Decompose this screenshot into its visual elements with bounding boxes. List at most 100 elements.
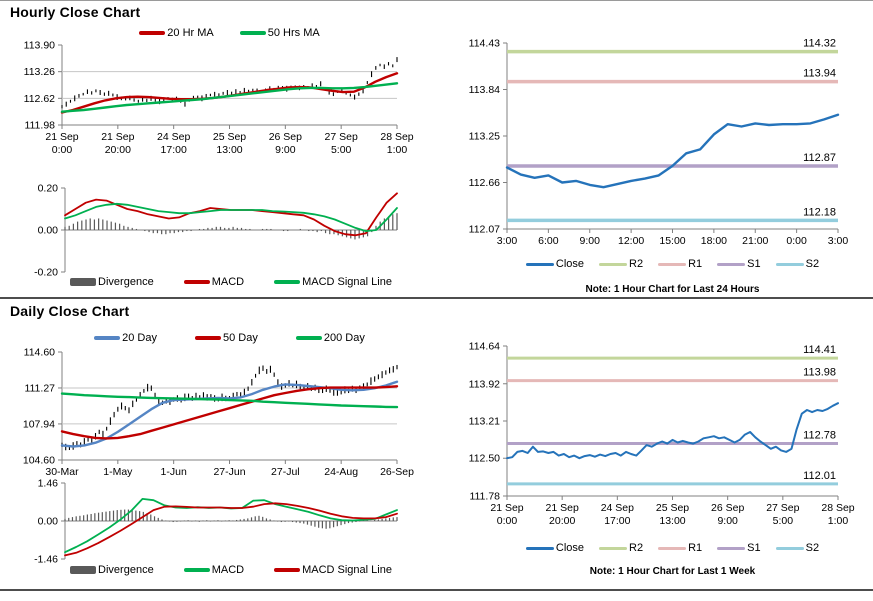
svg-text:17:00: 17:00 <box>604 515 630 527</box>
line-swatch-icon <box>525 546 554 550</box>
line-swatch-icon <box>274 280 301 284</box>
bar-swatch-icon <box>70 566 97 574</box>
hourly-pivot-legend: Close R2 R1 S1 S2 <box>507 257 838 271</box>
legend-item-50-hrs-ma: 50 Hrs MA <box>239 27 320 39</box>
line-swatch-icon <box>94 336 121 340</box>
legend-label: R1 <box>688 258 703 270</box>
svg-text:3:00: 3:00 <box>497 235 518 247</box>
legend-label: Close <box>555 258 585 270</box>
legend-label: 20 Day <box>122 332 157 344</box>
daily-macd-chart: 1.46 0.00 -1.46 <box>34 478 398 566</box>
svg-text:3:00: 3:00 <box>828 235 849 247</box>
line-swatch-icon <box>295 336 322 340</box>
line-swatch-icon <box>183 280 210 284</box>
svg-text:20:00: 20:00 <box>105 144 131 156</box>
line-swatch-icon <box>139 31 166 35</box>
svg-text:12:00: 12:00 <box>618 235 644 247</box>
line-swatch-icon <box>717 546 746 550</box>
legend-label: R2 <box>629 542 644 554</box>
svg-text:30-Mar: 30-Mar <box>45 466 79 478</box>
svg-text:13:00: 13:00 <box>659 515 685 527</box>
svg-text:114.60: 114.60 <box>24 347 55 359</box>
svg-text:24-Aug: 24-Aug <box>324 466 358 478</box>
line-swatch-icon <box>525 262 554 266</box>
svg-text:21 Sep: 21 Sep <box>490 502 523 514</box>
legend-label: 50 Day <box>223 332 258 344</box>
line-swatch-icon <box>274 568 301 572</box>
svg-text:113.26: 113.26 <box>24 66 55 78</box>
svg-text:113.94: 113.94 <box>803 68 836 80</box>
daily-pivot-legend: Close R2 R1 S1 S2 <box>507 541 838 555</box>
svg-text:113.98: 113.98 <box>803 367 836 379</box>
hourly-macd-legend: Divergence MACD MACD Signal Line <box>65 275 397 289</box>
svg-text:21 Sep: 21 Sep <box>101 131 134 143</box>
svg-text:113.92: 113.92 <box>469 378 500 390</box>
svg-text:112.78: 112.78 <box>803 430 836 442</box>
svg-text:28 Sep: 28 Sep <box>380 131 413 143</box>
svg-text:21 Sep: 21 Sep <box>546 502 579 514</box>
bottom-divider <box>0 589 873 591</box>
svg-text:21 Sep: 21 Sep <box>45 131 78 143</box>
line-swatch-icon <box>775 262 804 266</box>
legend-label: R1 <box>688 542 703 554</box>
svg-text:25 Sep: 25 Sep <box>213 131 246 143</box>
svg-text:25 Sep: 25 Sep <box>656 502 689 514</box>
legend-label: Divergence <box>98 276 154 288</box>
svg-text:1:00: 1:00 <box>387 144 408 156</box>
line-swatch-icon <box>599 262 628 266</box>
legend-label: MACD <box>211 276 245 288</box>
svg-text:111.27: 111.27 <box>24 382 55 394</box>
svg-text:9:00: 9:00 <box>275 144 296 156</box>
svg-text:112.50: 112.50 <box>469 453 500 465</box>
svg-text:112.62: 112.62 <box>24 93 55 105</box>
svg-text:114.43: 114.43 <box>469 38 500 50</box>
svg-text:9:00: 9:00 <box>717 515 738 527</box>
svg-text:0.20: 0.20 <box>38 183 59 195</box>
legend-item-r1: R1 <box>658 258 702 270</box>
svg-text:113.21: 113.21 <box>469 416 500 428</box>
svg-text:21:00: 21:00 <box>742 235 768 247</box>
top-divider <box>0 0 873 1</box>
svg-text:111.98: 111.98 <box>24 120 55 132</box>
svg-text:114.32: 114.32 <box>803 38 836 50</box>
legend-label: MACD Signal Line <box>302 564 392 576</box>
legend-label: MACD <box>211 564 245 576</box>
line-swatch-icon <box>775 546 804 550</box>
line-swatch-icon <box>658 546 687 550</box>
svg-text:1-May: 1-May <box>103 466 133 478</box>
svg-text:0:00: 0:00 <box>497 515 518 527</box>
daily-section-title: Daily Close Chart <box>10 303 130 319</box>
svg-text:0:00: 0:00 <box>52 144 73 156</box>
legend-item-r2: R2 <box>599 542 643 554</box>
legend-item-macd: MACD <box>183 276 245 288</box>
hourly-macd-chart: 0.20 0.00 -0.20 <box>34 183 398 279</box>
legend-item-s1: S1 <box>717 542 761 554</box>
legend-label: 50 Hrs MA <box>267 27 320 39</box>
legend-label: R2 <box>629 258 644 270</box>
legend-item-r1: R1 <box>658 542 702 554</box>
svg-text:1.46: 1.46 <box>38 478 59 490</box>
svg-text:112.87: 112.87 <box>803 152 836 164</box>
svg-text:112.07: 112.07 <box>469 224 500 236</box>
svg-text:-1.46: -1.46 <box>34 554 58 566</box>
line-swatch-icon <box>183 568 210 572</box>
svg-text:24 Sep: 24 Sep <box>157 131 190 143</box>
legend-label: 20 Hr MA <box>167 27 214 39</box>
bar-swatch-icon <box>70 278 97 286</box>
legend-item-20-day: 20 Day <box>94 332 157 344</box>
section-divider <box>0 297 873 299</box>
svg-text:15:00: 15:00 <box>659 235 685 247</box>
legend-item-macd-signal-line: MACD Signal Line <box>274 276 392 288</box>
svg-text:18:00: 18:00 <box>701 235 727 247</box>
svg-text:111.78: 111.78 <box>469 491 500 503</box>
svg-text:0.00: 0.00 <box>38 516 59 528</box>
svg-text:27-Jul: 27-Jul <box>271 466 300 478</box>
legend-item-200-day: 200 Day <box>295 332 365 344</box>
legend-item-divergence: Divergence <box>70 564 154 576</box>
svg-text:1-Jun: 1-Jun <box>161 466 187 478</box>
daily-pivot-note: Note: 1 Hour Chart for Last 1 Week <box>589 566 756 577</box>
daily-macd-legend: Divergence MACD MACD Signal Line <box>65 563 397 577</box>
